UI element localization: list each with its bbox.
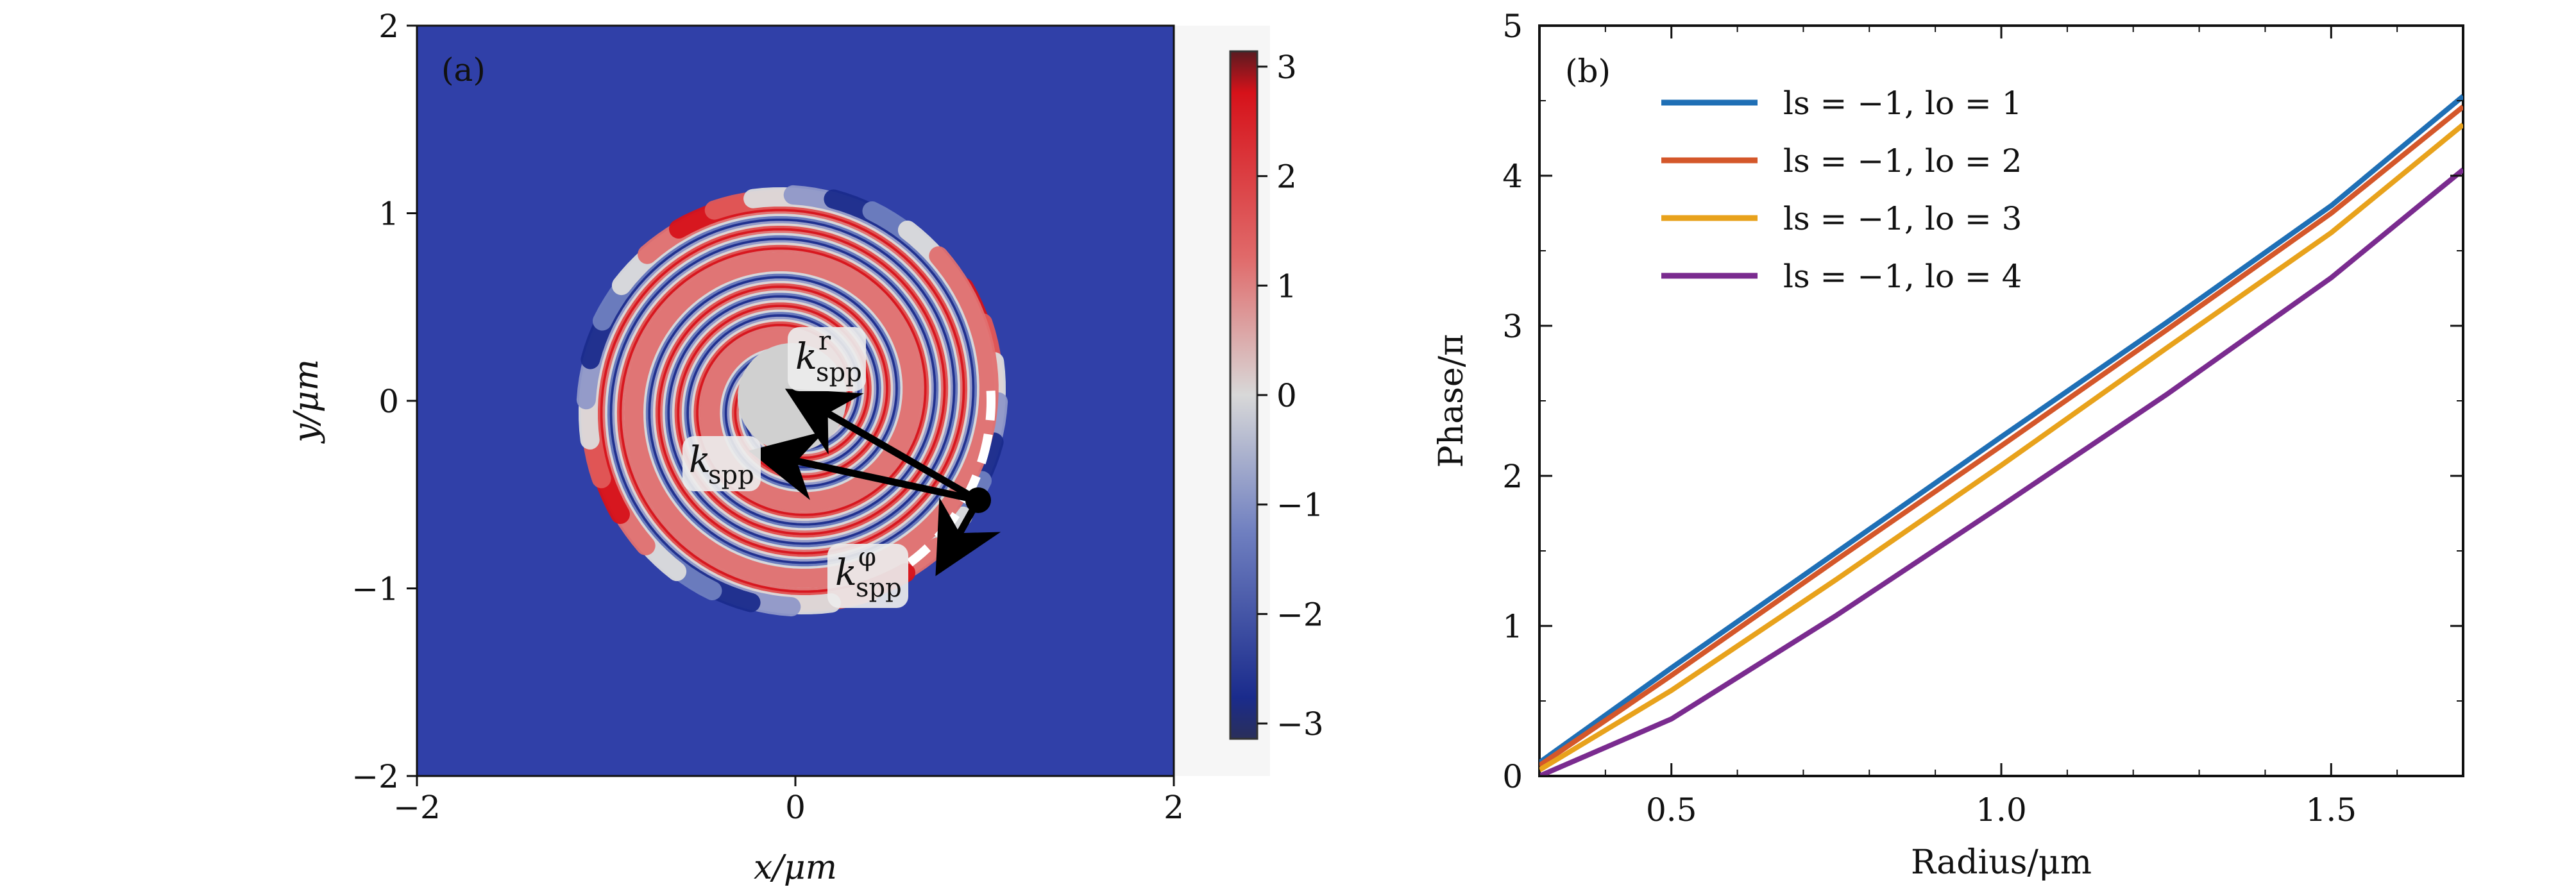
k-phi-sup: φ — [858, 543, 876, 572]
panel-b-lines — [1539, 94, 2463, 776]
panel-b-ytick-label: 2 — [1502, 458, 1523, 495]
panel-b-ylabel: Phase/π — [1432, 334, 1471, 468]
legend-label-1: ls = −1, lo = 1 — [1783, 85, 2022, 122]
panel-a-ylabel: y/μm — [287, 359, 326, 444]
spiral-band — [623, 246, 999, 588]
colorbar-tick-label: 3 — [1276, 49, 1297, 86]
panel-a-ytick-label: −1 — [352, 571, 399, 608]
panel-a-ytick-label: 2 — [378, 8, 399, 45]
panel-a-xlabel: x/μm — [754, 848, 837, 887]
series-line-1 — [1539, 94, 2463, 765]
k-r-sup: r — [818, 326, 831, 356]
series-line-2 — [1539, 105, 2463, 768]
panel-a-axes: −2 0 2 2 1 0 −1 −2 — [352, 8, 1184, 826]
colorbar-tick-label: 0 — [1276, 377, 1297, 414]
panel-b-xtick-label: 1.5 — [2306, 791, 2357, 829]
colorbar-ticks: 3 2 1 0 −1 −2 −3 — [1257, 49, 1324, 743]
panel-b-label: (b) — [1565, 53, 1611, 90]
legend-label-4: ls = −1, lo = 4 — [1783, 258, 2022, 295]
panel-b-ytick-label: 5 — [1502, 8, 1523, 45]
annotation-k-phi: k spp φ — [827, 543, 908, 608]
panel-b-axes: 0.5 1.0 1.5 5 4 3 2 1 0 — [1502, 8, 2464, 829]
panel-b-ytick-label: 3 — [1502, 308, 1523, 345]
colorbar-tick-label: −2 — [1276, 596, 1324, 633]
panel-b-ytick-label: 0 — [1502, 758, 1523, 795]
panel-a-ytick-label: −2 — [352, 758, 399, 795]
panel-b-ytick-label: 4 — [1502, 158, 1523, 195]
annotation-k-spp: k spp — [682, 436, 761, 491]
phi-path-dashed-arc — [907, 390, 996, 567]
series-line-4 — [1539, 167, 2463, 776]
k-spp-base: k — [689, 439, 711, 481]
source-point-marker — [965, 487, 991, 513]
panel-a-label: (a) — [441, 51, 486, 89]
colorbar-tick-label: −3 — [1276, 705, 1324, 743]
colorbar-tick-label: 1 — [1276, 267, 1297, 305]
colorbar-gradient — [1229, 50, 1258, 740]
colorbar: 3 2 1 0 −1 −2 −3 — [1229, 49, 1324, 743]
panel-b-xtick-label: 1.0 — [1976, 791, 2027, 829]
k-spp-sub: spp — [708, 460, 754, 490]
panel-b-ytick-label: 1 — [1502, 608, 1523, 645]
annotation-k-r: k spp r — [788, 326, 866, 391]
colorbar-tick-label: −1 — [1276, 487, 1324, 524]
k-r-base: k — [795, 336, 817, 378]
panel-a-xtick-label: −2 — [393, 789, 441, 826]
arrow-k-spp — [748, 431, 979, 504]
panel-b-xlabel: Radius/μm — [1911, 843, 2092, 882]
panel-a: k spp r k spp k spp φ (a) −2 0 2 2 1 0 −1 −2 x/… — [287, 8, 1324, 887]
panel-a-xtick-label: 0 — [785, 789, 806, 826]
k-r-sub: spp — [816, 358, 862, 387]
legend-label-3: ls = −1, lo = 3 — [1783, 200, 2022, 237]
arrow-k-r — [784, 388, 980, 503]
panel-a-xtick-label: 2 — [1164, 789, 1184, 826]
panel-b-legend: ls = −1, lo = 1 ls = −1, lo = 2 ls = −1, l… — [1661, 85, 2022, 295]
panel-a-ytick-label: 0 — [378, 383, 399, 420]
colorbar-tick-label: 2 — [1276, 158, 1297, 196]
legend-label-2: ls = −1, lo = 2 — [1783, 142, 2022, 180]
k-phi-base: k — [835, 552, 857, 594]
panel-a-ytick-label: 1 — [378, 196, 399, 233]
k-phi-sub: spp — [856, 573, 902, 603]
series-line-3 — [1539, 122, 2463, 773]
panel-b-xtick-label: 0.5 — [1646, 791, 1697, 829]
